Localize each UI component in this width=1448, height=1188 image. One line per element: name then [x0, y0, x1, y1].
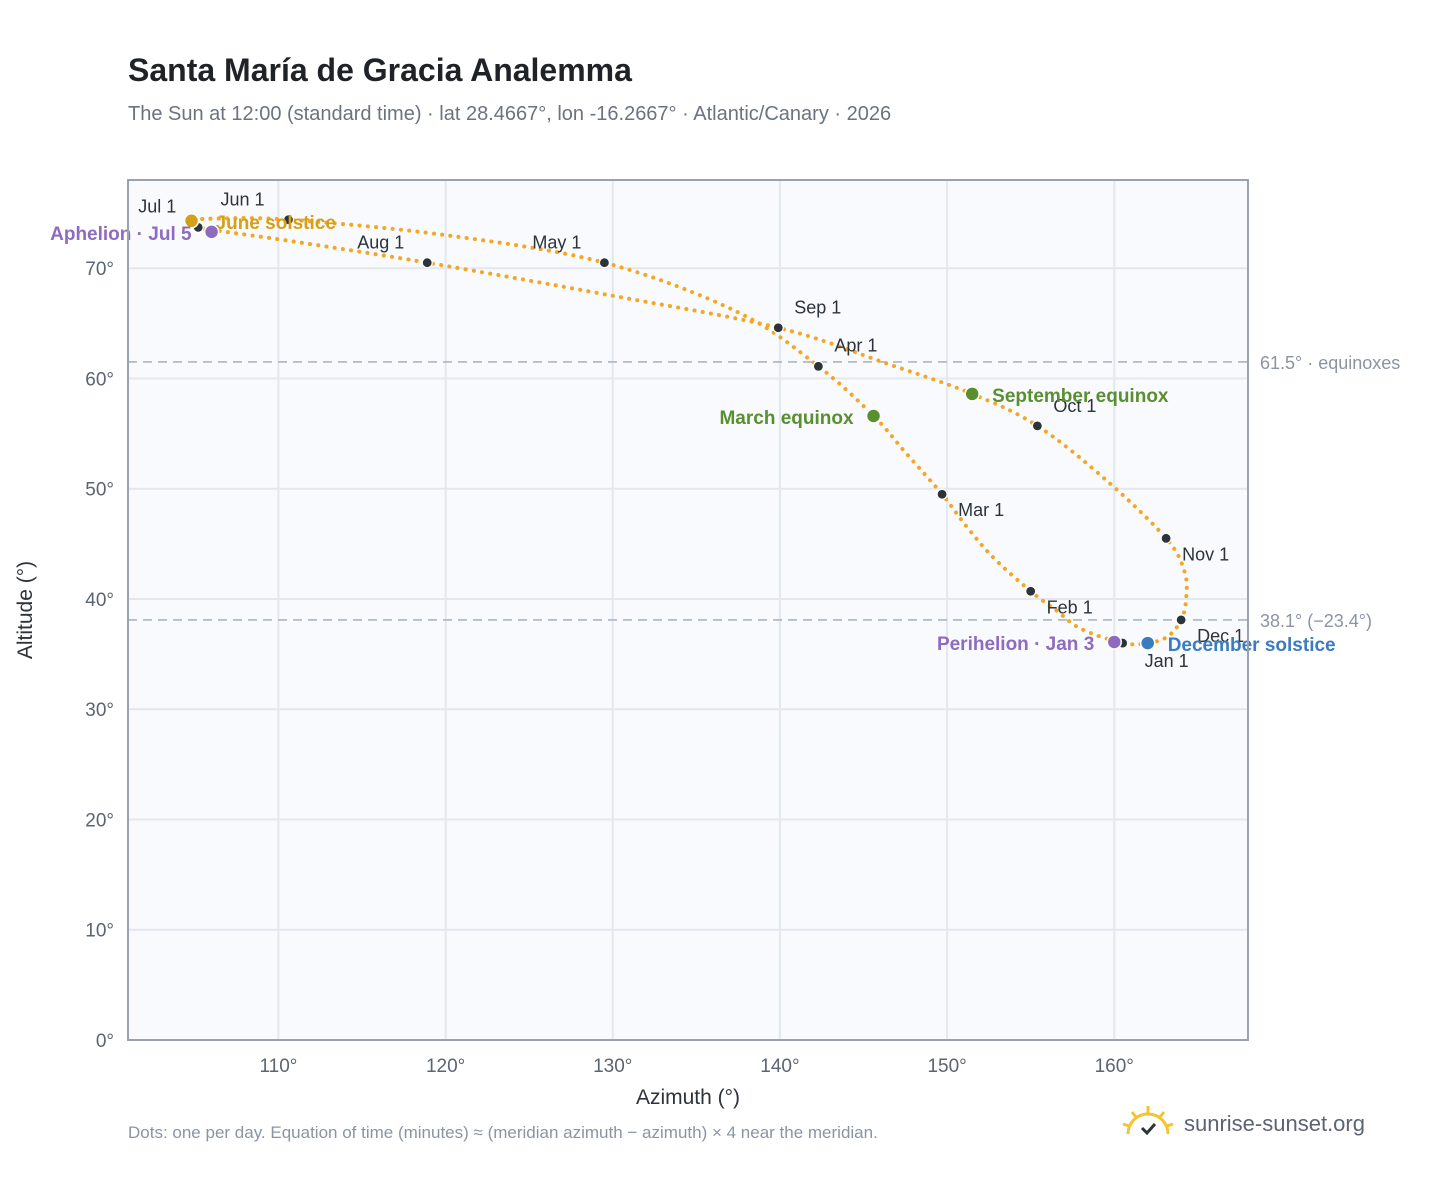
- event-marker: [183, 213, 200, 229]
- month-marker-label: Aug 1: [357, 233, 404, 253]
- x-tick-label: 130°: [593, 1056, 632, 1077]
- month-marker-label: May 1: [532, 233, 581, 253]
- event-marker: [203, 224, 220, 240]
- month-marker: [1175, 614, 1187, 626]
- chart-subtitle: The Sun at 12:00 (standard time) · lat 2…: [128, 103, 892, 125]
- month-marker: [772, 322, 784, 334]
- month-marker: [1031, 420, 1043, 432]
- month-marker-label: Mar 1: [958, 500, 1004, 520]
- axis-ticks: 110° 120° 130° 140° 150° 160° 0° 10° 20° 30° 40° 50…: [85, 259, 1134, 1077]
- y-tick-label: 60°: [85, 369, 114, 390]
- event-marker: [1139, 635, 1156, 651]
- reference-line-label: 61.5° · equinoxes: [1260, 353, 1400, 373]
- month-marker-label: Sep 1: [794, 298, 841, 318]
- x-tick-label: 160°: [1095, 1056, 1134, 1077]
- event-label: Perihelion · Jan 3: [937, 634, 1094, 655]
- month-marker-label: Oct 1: [1053, 396, 1096, 416]
- month-marker: [936, 488, 948, 500]
- y-tick-label: 40°: [85, 590, 114, 611]
- event-marker: [1106, 634, 1123, 650]
- event-label: March equinox: [719, 408, 854, 429]
- brand-name[interactable]: sunrise-sunset.org: [1184, 1111, 1365, 1136]
- event-label: September equinox: [992, 386, 1169, 407]
- y-tick-label: 30°: [85, 700, 114, 721]
- month-marker-label: Dec 1: [1197, 626, 1244, 646]
- reference-line-label: 38.1° (−23.4°): [1260, 611, 1372, 631]
- month-marker: [598, 257, 611, 269]
- x-tick-label: 150°: [927, 1056, 966, 1077]
- brand[interactable]: sunrise-sunset.org: [1120, 1100, 1365, 1148]
- month-marker: [1160, 532, 1172, 544]
- y-tick-label: 10°: [85, 921, 114, 942]
- reference-lines: 61.5° · equinoxes 38.1° (−23.4°): [128, 353, 1400, 631]
- x-tick-label: 140°: [760, 1056, 799, 1077]
- y-tick-label: 70°: [85, 259, 114, 280]
- month-marker: [421, 257, 433, 269]
- month-marker-label: Jul 1: [138, 196, 176, 216]
- event-label: Aphelion · Jul 5: [50, 224, 192, 245]
- month-marker-label: Apr 1: [834, 335, 877, 355]
- y-axis-label: Altitude (°): [14, 561, 37, 659]
- y-tick-label: 0°: [96, 1031, 114, 1052]
- x-tick-label: 120°: [426, 1056, 465, 1077]
- y-tick-label: 50°: [85, 480, 114, 501]
- sun-logo-icon: [1122, 1106, 1174, 1136]
- event-markers: June solstice December solstice March equi…: [50, 213, 1335, 656]
- month-marker: [812, 360, 824, 372]
- event-marker: [964, 386, 980, 402]
- plot-background: [128, 180, 1248, 1040]
- month-marker-label: Jan 1: [1145, 651, 1189, 671]
- month-marker-label: Nov 1: [1182, 544, 1229, 564]
- event-label: June solstice: [216, 213, 336, 234]
- x-axis-label: Azimuth (°): [636, 1086, 740, 1109]
- event-label: December solstice: [1168, 635, 1336, 656]
- event-marker: [865, 408, 882, 424]
- x-tick-label: 110°: [260, 1056, 298, 1077]
- month-marker-label: Feb 1: [1047, 597, 1093, 617]
- month-markers: Jan 1 Feb 1 Mar 1 Apr 1 May 1 Jun 1 Jul 1 Aug 1…: [138, 190, 1244, 671]
- y-tick-label: 20°: [85, 810, 114, 831]
- month-marker-label: Jun 1: [220, 190, 264, 210]
- chart-title: Santa María de Gracia Analemma: [128, 52, 632, 88]
- month-marker: [1025, 585, 1037, 597]
- month-marker: [282, 214, 295, 226]
- footnote: Dots: one per day. Equation of time (min…: [128, 1123, 878, 1142]
- plot-frame: [127, 179, 1249, 1041]
